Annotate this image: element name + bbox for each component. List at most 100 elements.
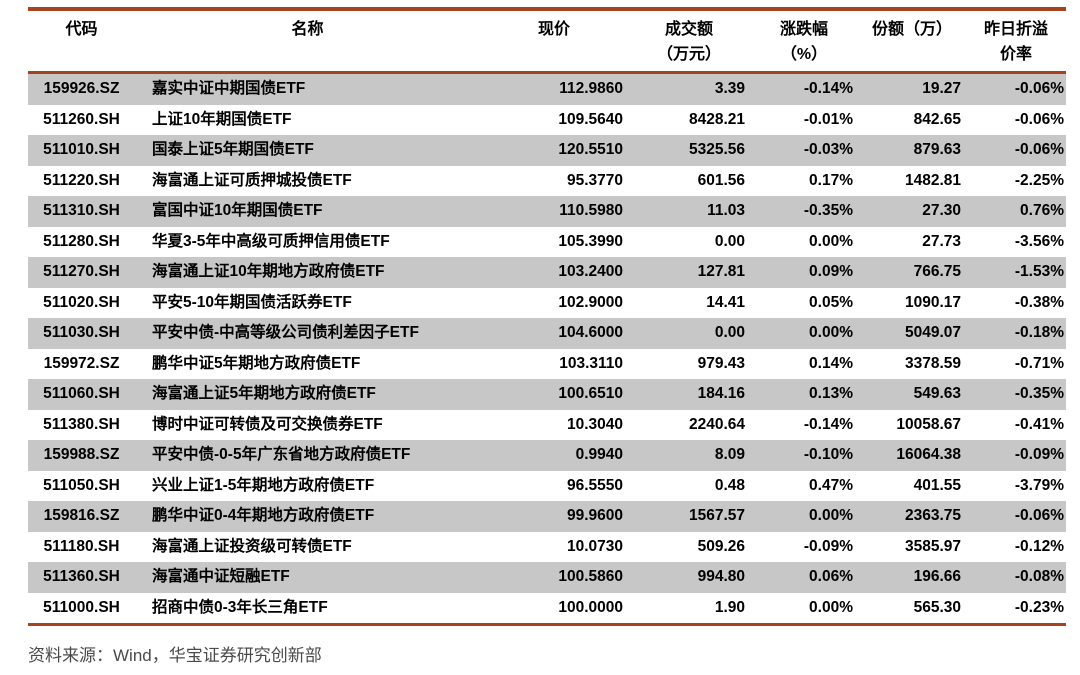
code-cell: 511360.SH [43,568,120,585]
change-cell: -0.09% [803,537,853,555]
table-row: 159926.SZ 嘉实中证中期国债ETF 112.9860 3.39 -0.14% 19… [28,72,1066,105]
price-cell: 120.5510 [558,141,623,158]
shares-cell: 27.73 [922,232,961,250]
price-cell: 103.3110 [559,354,623,372]
table-row: 159816.SZ 鹏华中证0-4年期地方政府债ETF 99.9600 1567.57… [28,501,1066,532]
price-cell: 10.0730 [566,537,623,555]
code-cell: 511280.SH [43,232,120,250]
turnover-cell: 0.48 [714,476,745,494]
change-cell: -0.01% [803,110,853,128]
table-row: 511260.SH 上证10年期国债ETF 109.5640 8428.21 -0.01… [28,104,1066,135]
premium-cell: -0.12% [1014,537,1064,555]
shares-cell: 16064.38 [896,446,961,463]
shares-cell: 879.63 [913,141,961,158]
change-cell: 0.09% [809,263,853,280]
price-cell: 100.6510 [558,385,623,402]
premium-cell: 0.76% [1020,202,1064,219]
code-cell: 511020.SH [43,293,120,311]
premium-cell: -0.23% [1014,598,1064,616]
column-header-line2: （%） [780,46,828,63]
turnover-cell: 979.43 [697,354,745,372]
premium-cell: -0.18% [1014,324,1064,341]
name-cell: 华夏3-5年中高级可质押信用债ETF [152,232,390,250]
turnover-cell: 127.81 [697,263,745,280]
table-row: 511180.SH 海富通上证投资级可转债ETF 10.0730 509.26 -0.0… [28,531,1066,562]
premium-cell: -0.38% [1014,293,1064,311]
shares-cell: 27.30 [922,202,961,219]
change-cell: -0.10% [803,446,853,463]
name-cell: 国泰上证5年期国债ETF [152,141,314,158]
premium-cell: -0.06% [1014,80,1064,97]
code-cell: 511060.SH [43,385,120,402]
turnover-cell: 0.00 [714,232,745,250]
turnover-cell: 3.39 [714,80,745,97]
turnover-cell: 5325.56 [688,141,745,158]
shares-cell: 3585.97 [904,537,961,555]
column-header-code: 代码 [28,9,135,73]
premium-cell: -0.09% [1014,446,1064,463]
price-cell: 95.3770 [566,171,623,189]
code-cell: 511380.SH [43,415,120,433]
change-cell: 0.00% [809,324,853,341]
turnover-cell: 8.09 [714,446,745,463]
shares-cell: 196.66 [913,568,961,585]
code-cell: 159988.SZ [43,446,120,463]
column-header-shares: 份额（万） [858,9,966,73]
change-cell: -0.14% [803,415,853,433]
table-row: 511060.SH 海富通上证5年期地方政府债ETF 100.6510 184.16 0… [28,379,1066,410]
bond-etf-table: 代码 名称 现价 成交额 （万元） 涨跌幅 （%） 份额（万） 昨日折溢 价率 15992… [28,7,1066,626]
price-cell: 10.3040 [566,415,623,433]
name-cell: 海富通上证投资级可转债ETF [152,537,352,555]
column-header-line2 [135,42,480,67]
premium-cell: -0.35% [1014,385,1064,402]
price-cell: 103.2400 [558,263,623,280]
shares-cell: 401.55 [913,476,961,494]
turnover-cell: 0.00 [714,324,745,341]
shares-cell: 5049.07 [904,324,961,341]
shares-cell: 565.30 [913,598,961,616]
name-cell: 海富通上证可质押城投债ETF [152,171,352,189]
turnover-cell: 1.90 [714,598,745,616]
change-cell: 0.05% [809,293,853,311]
name-cell: 海富通中证短融ETF [152,568,290,585]
code-cell: 159972.SZ [43,354,120,372]
name-cell: 上证10年期国债ETF [152,110,292,128]
column-header-line2: （万元） [656,46,721,63]
turnover-cell: 14.41 [706,293,745,311]
code-cell: 159926.SZ [43,80,120,97]
premium-cell: -0.71% [1014,354,1064,372]
column-header-price: 现价 [480,9,628,73]
premium-cell: -0.06% [1014,141,1064,158]
change-cell: 0.47% [809,476,853,494]
change-cell: 0.13% [809,385,853,402]
shares-cell: 3378.59 [904,354,961,372]
table-row: 511020.SH 平安5-10年期国债活跃券ETF 102.9000 14.41 0.… [28,287,1066,318]
change-cell: -0.35% [803,202,853,219]
column-header-change: 涨跌幅 （%） [750,9,858,73]
code-cell: 511220.SH [43,171,120,189]
turnover-cell: 1567.57 [688,507,745,524]
table-row: 511270.SH 海富通上证10年期地方政府债ETF 103.2400 127.81… [28,257,1066,288]
price-cell: 99.9600 [566,507,623,524]
shares-cell: 1482.81 [904,171,961,189]
name-cell: 平安中债-中高等级公司债利差因子ETF [152,324,419,341]
change-cell: -0.14% [803,80,853,97]
column-header-turnover: 成交额 （万元） [628,9,750,73]
data-source-note: 资料来源：Wind，华宝证券研究创新部 [28,646,322,665]
price-cell: 102.9000 [558,293,623,311]
column-header-line1: 名称 [291,21,324,38]
table-row: 511360.SH 海富通中证短融ETF 100.5860 994.80 0.06% 19… [28,562,1066,593]
premium-cell: -2.25% [1014,171,1064,189]
code-cell: 511310.SH [43,202,120,219]
premium-cell: -0.08% [1014,568,1064,585]
column-header-line1: 昨日折溢 [983,21,1048,38]
name-cell: 平安中债-0-5年广东省地方政府债ETF [152,446,411,463]
shares-cell: 1090.17 [904,293,961,311]
turnover-cell: 184.16 [697,385,745,402]
column-header-line1: 现价 [537,21,570,38]
table-row: 511280.SH 华夏3-5年中高级可质押信用债ETF 105.3990 0.00 0… [28,226,1066,257]
column-header-line1: 涨跌幅 [779,21,828,38]
column-header-line1: 成交额 [664,21,713,38]
price-cell: 109.5640 [558,110,623,128]
